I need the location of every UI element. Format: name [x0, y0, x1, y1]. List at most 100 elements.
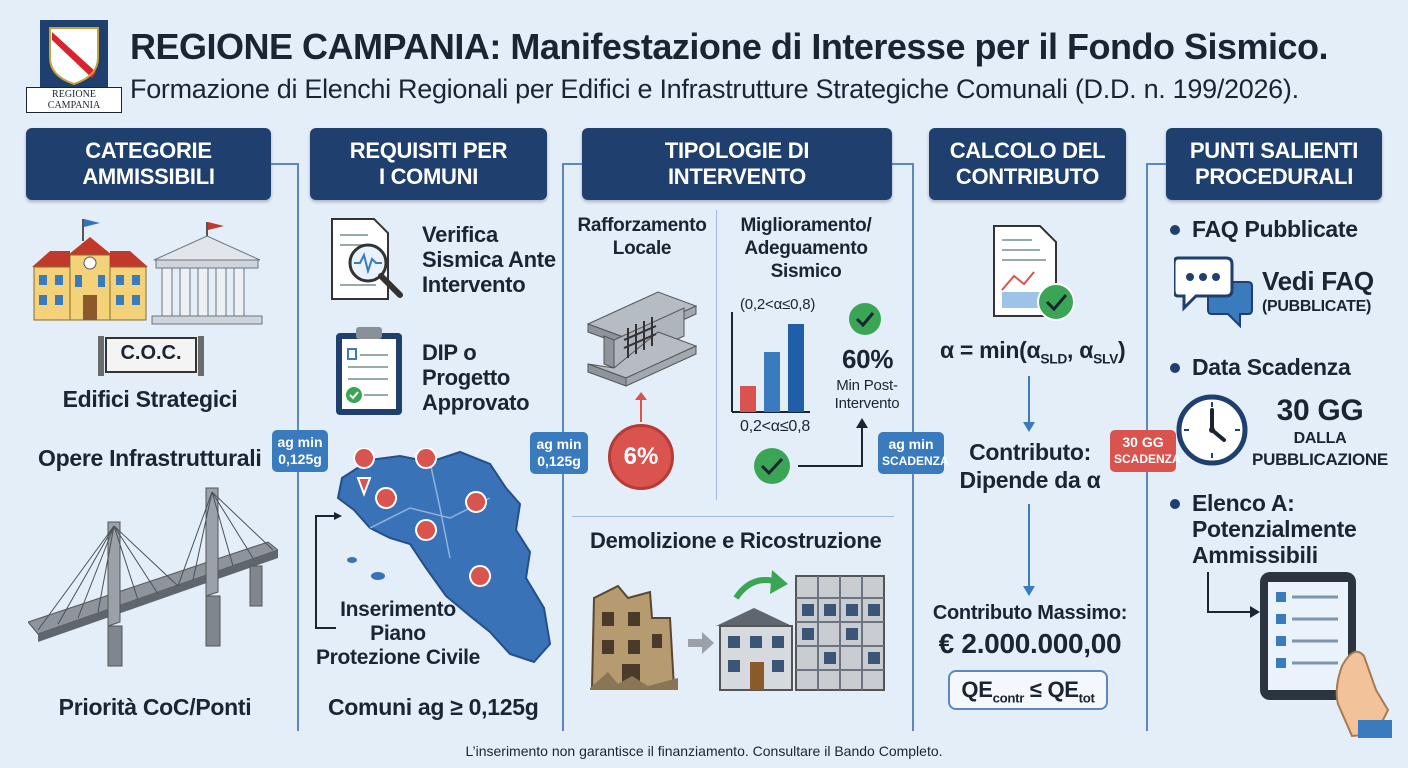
school-building-icon	[30, 215, 150, 325]
heading-punti: PUNTI SALIENTI PROCEDURALI	[1166, 128, 1382, 200]
range-top: (0,2<α≤0,8)	[740, 296, 816, 313]
heading-line: PUNTI SALIENTI	[1189, 138, 1359, 163]
qe-sub: tot	[1078, 690, 1095, 706]
heading-line: I COMUNI	[378, 164, 479, 189]
logo-caption: REGIONE CAMPANIA	[26, 87, 122, 113]
clipboard-check-icon	[332, 323, 406, 419]
badge-ag-min-scadenza: ag min SCADENZA	[878, 432, 949, 474]
label-priorita: Priorità CoC/Ponti	[58, 694, 252, 720]
heading-line: TIPOLOGIE DI	[664, 138, 810, 163]
heading-requisiti: REQUISITI PER I COMUNI	[310, 128, 547, 200]
bullet	[1170, 363, 1180, 373]
heading-line: CONTRIBUTO	[955, 164, 1100, 189]
formula-part: α = min(α	[940, 337, 1041, 363]
pct6-label: 6%	[623, 443, 659, 470]
page-title: REGIONE CAMPANIA: Manifestazione di Inte…	[130, 26, 1329, 67]
bullet	[1170, 225, 1180, 235]
heading-line: AMMISSIBILI	[82, 164, 215, 189]
badge-line: ag min	[888, 436, 934, 452]
line: Min Post-	[836, 377, 898, 394]
label-faq: FAQ Pubblicate	[1192, 216, 1358, 242]
coc-sign-text: C.O.C.	[120, 342, 182, 364]
line: Contributo:	[969, 439, 1091, 465]
down-arrow	[1022, 504, 1036, 596]
map-arrow	[312, 512, 342, 632]
label-piano: Inserimento Piano Protezione Civile	[308, 598, 488, 670]
label-massimo: Contributo Massimo:	[932, 602, 1128, 624]
separator	[572, 516, 894, 517]
heading-line: REQUISITI PER	[349, 138, 508, 163]
label-dip: DIP o Progetto Approvato	[422, 340, 530, 415]
separator	[271, 163, 298, 165]
seismic-report-icon	[328, 215, 412, 303]
line: Intervento	[834, 395, 900, 412]
badge-line: SCADENZA	[882, 454, 949, 468]
chat-bubbles-icon	[1172, 256, 1254, 329]
label-pubblicate: (PUBBLICATE)	[1262, 298, 1371, 315]
label-rafforzamento: Rafforzamento Locale	[570, 214, 714, 260]
flow-arrow	[798, 418, 870, 470]
region-crest-icon	[28, 18, 120, 100]
line: Locale	[612, 238, 672, 259]
label-contributo: Contributo: Dipende da α	[930, 438, 1130, 494]
label-comuni: Comuni ag ≥ 0,125g	[328, 694, 539, 720]
heading-tipologie: TIPOLOGIE DI INTERVENTO	[582, 128, 892, 200]
label-edifici: Edifici Strategici	[62, 386, 238, 412]
label-massimo-value: € 2.000.000,00	[938, 628, 1122, 659]
separator	[562, 163, 582, 165]
coc-sign-icon: C.O.C.	[96, 332, 206, 378]
label-30gg: 30 GG	[1276, 394, 1364, 427]
bridge-icon	[27, 482, 280, 682]
formula-part: , α	[1067, 337, 1094, 363]
label-pubblicazione: PUBBLICAZIONE	[1252, 450, 1388, 469]
label-opere: Opere Infrastrutturali	[38, 445, 262, 471]
badge-line: ag min	[536, 436, 582, 452]
qe-part: QE	[961, 677, 993, 702]
label-dalla: DALLA	[1293, 430, 1347, 447]
check-icon	[848, 302, 882, 336]
heading-line: CATEGORIE	[85, 138, 212, 163]
separator	[892, 163, 912, 165]
line: Ammissibili	[1192, 542, 1318, 568]
line: Verifica	[422, 222, 498, 247]
tablet-list-icon	[1258, 570, 1392, 738]
heading-categorie: CATEGORIE AMMISSIBILI	[26, 128, 271, 200]
line: Piano	[370, 622, 426, 645]
check-icon	[752, 446, 792, 486]
campania-map-icon	[330, 447, 552, 688]
formula-part: )	[1118, 337, 1126, 363]
label-demolizione: Demolizione e Ricostruzione	[590, 528, 882, 553]
line: Protezione Civile	[315, 646, 481, 669]
label-elenco: Elenco A: Potenzialmente Ammissibili	[1192, 490, 1357, 568]
line: Potenzialmente	[1192, 516, 1357, 542]
badge-30gg-scadenza: 30 GG SCADENZA	[1110, 430, 1181, 472]
formula-sub: SLV	[1093, 351, 1118, 367]
label-miglioramento: Miglioramento/ Adeguamento Sismico	[718, 214, 894, 283]
bullet	[1170, 499, 1180, 509]
qe-part: ≤ QE	[1024, 677, 1079, 702]
badge-line: SCADENZA	[1114, 452, 1181, 466]
label-verifica: Verifica Sismica Ante Intervento	[422, 222, 556, 297]
clock-icon	[1176, 394, 1248, 466]
badge-line: 0,125g	[537, 453, 581, 469]
line: Rafforzamento	[577, 215, 707, 236]
badge-line: 0,125g	[278, 451, 322, 467]
line: Miglioramento/	[740, 215, 872, 236]
label-vedi-faq[interactable]: Vedi FAQ	[1262, 266, 1374, 296]
formula-alpha: α = min(αSLD, αSLV)	[940, 337, 1126, 367]
line: Adeguamento	[744, 238, 868, 259]
separator	[1146, 163, 1166, 165]
pct60: 60%	[842, 344, 894, 374]
arrow-right-icon	[688, 632, 714, 654]
elenco-arrow	[1204, 572, 1260, 618]
document-chart-icon	[988, 222, 1080, 324]
heading-calcolo: CALCOLO DEL CONTRIBUTO	[929, 128, 1126, 200]
line: Sismico	[770, 261, 842, 282]
page-subtitle: Formazione di Elenchi Regionali per Edif…	[130, 74, 1299, 104]
line: Approvato	[422, 390, 530, 415]
town-hall-icon	[150, 222, 265, 326]
line: Dipende da α	[959, 467, 1101, 493]
line: Sismica Ante	[422, 247, 556, 272]
badge-ag-min-2: ag min 0,125g	[530, 432, 588, 474]
label-min-post: Min Post- Intervento	[822, 377, 912, 413]
